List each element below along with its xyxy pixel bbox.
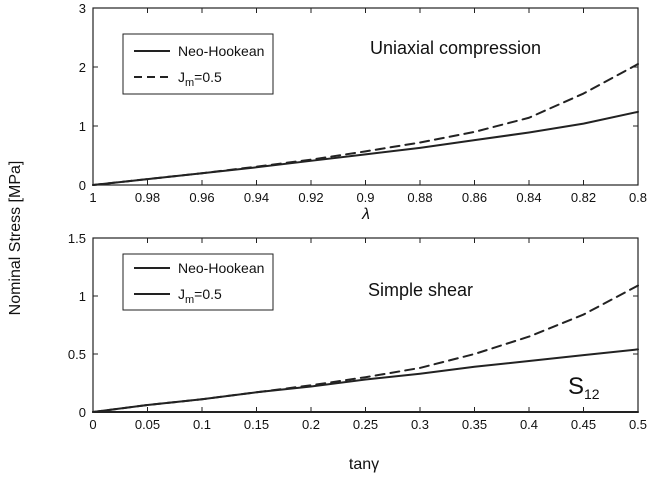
y-tick-label: 1.5	[68, 231, 86, 246]
x-tick-label: 0.86	[462, 190, 487, 205]
x-tick-label: 0.05	[135, 417, 160, 432]
legend: Neo-Hookean Jm=0.5	[122, 253, 274, 311]
x-tick-label: 0.15	[244, 417, 269, 432]
x-tick-label: 0.8	[629, 190, 647, 205]
x-tick-label: 0.98	[135, 190, 160, 205]
x-tick-label: 0.9	[356, 190, 374, 205]
legend-label-jm: Jm=0.5	[178, 286, 222, 306]
series-line-neo-hookean	[92, 110, 639, 186]
panel-annotation: Uniaxial compression	[370, 38, 541, 58]
legend: Neo-Hookean Jm=0.5	[122, 33, 274, 95]
legend-box	[122, 253, 274, 311]
x-tick-label: 0.3	[411, 417, 429, 432]
legend-label-jm: Jm=0.5	[178, 69, 222, 89]
series-line-j-m-0-5	[92, 63, 639, 186]
legend-label-neo-hookean: Neo-Hookean	[178, 260, 264, 276]
x-tick-label: 0.25	[353, 417, 378, 432]
series-group	[92, 63, 639, 186]
x-axis-label: λ	[361, 206, 370, 223]
simple-shear-panel: 0 0.05 0.1 0.15 0.2 0.25 0.3 0.35 0.4 0.45 0.5 0 0.5…	[68, 231, 647, 473]
x-tick-label: 0.84	[516, 190, 541, 205]
series-group	[92, 284, 639, 413]
y-tick-label: 0	[79, 405, 86, 420]
x-tick-label: 0.92	[298, 190, 323, 205]
x-tick-label: 0.94	[244, 190, 269, 205]
panel-annotation: Simple shear	[368, 280, 473, 300]
tick-group: 0 0.05 0.1 0.15 0.2 0.25 0.3 0.35 0.4 0.45 0.5 0 0.5…	[68, 231, 647, 432]
y-tick-label: 1	[79, 119, 86, 134]
legend-label-neo-hookean: Neo-Hookean	[178, 43, 264, 59]
y-tick-label: 3	[79, 1, 86, 16]
y-tick-label: 0	[79, 178, 86, 193]
uniaxial-compression-panel: 1 0.98 0.96 0.94 0.92 0.9 0.88 0.86 0.84 0.82 0.8 0…	[79, 1, 647, 223]
legend-box	[122, 33, 274, 95]
x-tick-label: 0.35	[462, 417, 487, 432]
x-tick-label: 0.1	[193, 417, 211, 432]
x-tick-label: 0.88	[407, 190, 432, 205]
x-tick-label: 0.82	[571, 190, 596, 205]
x-axis-label: tanγ	[349, 456, 379, 473]
x-tick-label: 0.2	[302, 417, 320, 432]
y-tick-label: 0.5	[68, 347, 86, 362]
x-tick-label: 0.96	[189, 190, 214, 205]
tick-group: 1 0.98 0.96 0.94 0.92 0.9 0.88 0.86 0.84 0.82 0.8 0…	[79, 1, 647, 205]
x-tick-label: 0.4	[520, 417, 538, 432]
y-axis-label: Nominal Stress [MPa]	[7, 161, 24, 316]
s12-label: S12	[568, 373, 600, 402]
y-tick-label: 1	[79, 289, 86, 304]
x-tick-label: 0.5	[629, 417, 647, 432]
x-tick-label: 1	[89, 190, 96, 205]
x-tick-label: 0.45	[571, 417, 596, 432]
series-line-unnamed-2	[92, 284, 639, 413]
x-tick-label: 0	[89, 417, 96, 432]
y-tick-label: 2	[79, 60, 86, 75]
